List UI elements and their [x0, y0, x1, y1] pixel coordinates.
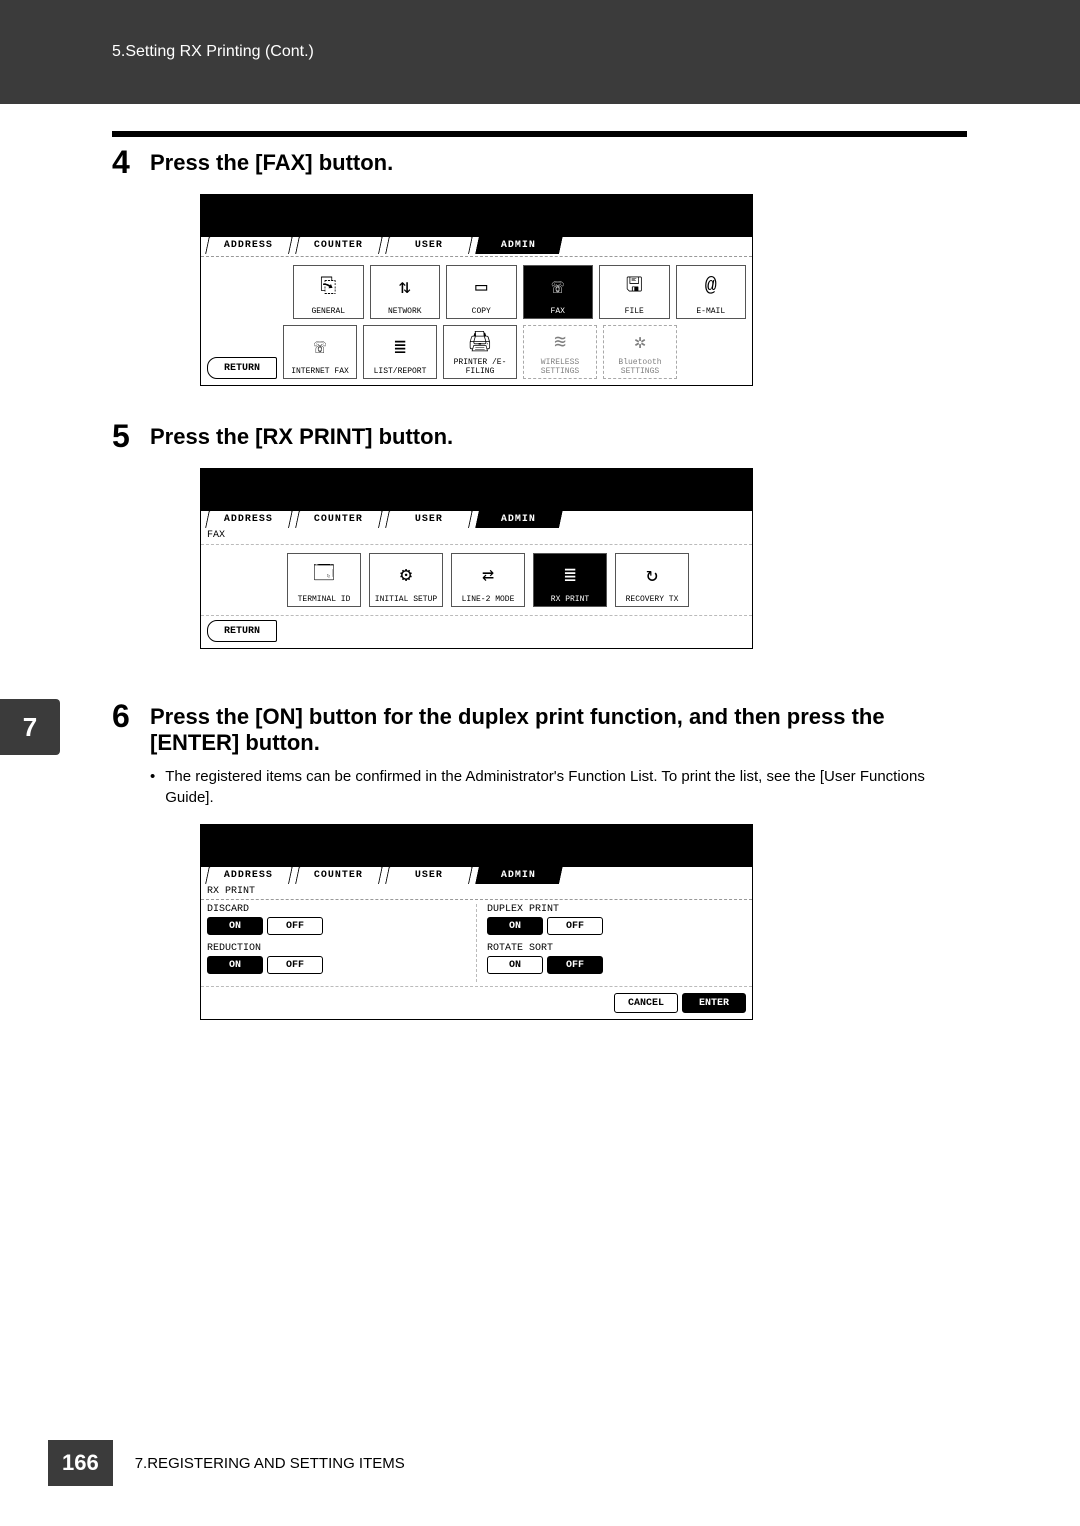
- discard-label: DISCARD: [207, 904, 466, 915]
- recovery-tx-icon: ↻: [646, 554, 658, 595]
- btn-email[interactable]: @E-MAIL: [676, 265, 747, 319]
- btn-bluetooth: ✲Bluetooth SETTINGS: [603, 325, 677, 379]
- step-title: Press the [ON] button for the duplex pri…: [150, 700, 967, 756]
- terminal-id-icon: 🗔: [313, 554, 335, 595]
- duplex-toggle: ON OFF: [487, 917, 746, 935]
- reduction-on[interactable]: ON: [207, 956, 263, 974]
- duplex-off[interactable]: OFF: [547, 917, 603, 935]
- reduction-off[interactable]: OFF: [267, 956, 323, 974]
- tab-counter[interactable]: COUNTER: [295, 236, 383, 254]
- rotate-toggle: ON OFF: [487, 956, 746, 974]
- reduction-toggle: ON OFF: [207, 956, 466, 974]
- rotate-on[interactable]: ON: [487, 956, 543, 974]
- rx-print-icon: ≣: [564, 554, 576, 595]
- tab-counter[interactable]: COUNTER: [295, 510, 383, 528]
- return-button[interactable]: RETURN: [207, 357, 277, 379]
- duplex-label: DUPLEX PRINT: [487, 904, 746, 915]
- wireless-icon: ≋: [554, 326, 566, 358]
- step-4-section: 4 Press the [FAX] button. ADDRESS COUNTE…: [112, 146, 967, 386]
- rxprint-header: RX PRINT: [201, 884, 752, 899]
- tab-admin[interactable]: ADMIN: [475, 236, 563, 254]
- lcd-blackbar: [201, 825, 752, 867]
- btn-file[interactable]: 🖫FILE: [599, 265, 670, 319]
- step-number: 6: [112, 700, 136, 732]
- btn-initial-setup[interactable]: ⚙INITIAL SETUP: [369, 553, 443, 607]
- network-icon: ⇅: [399, 266, 411, 307]
- fax-section-label: FAX: [201, 528, 752, 541]
- page-footer: 166 7.REGISTERING AND SETTING ITEMS: [48, 1440, 405, 1486]
- lcd-blackbar: [201, 195, 752, 237]
- tab-address[interactable]: ADDRESS: [205, 866, 293, 884]
- page-header: 5.Setting RX Printing (Cont.): [0, 0, 1080, 104]
- btn-general[interactable]: ⎘GENERAL: [293, 265, 364, 319]
- enter-button[interactable]: ENTER: [682, 993, 746, 1013]
- tab-counter[interactable]: COUNTER: [295, 866, 383, 884]
- step-number: 4: [112, 146, 136, 178]
- duplex-on[interactable]: ON: [487, 917, 543, 935]
- step-title: Press the [FAX] button.: [150, 146, 393, 176]
- tab-user[interactable]: USER: [385, 236, 473, 254]
- step-6-section: 6 Press the [ON] button for the duplex p…: [112, 700, 967, 1020]
- reduction-label: REDUCTION: [207, 943, 466, 954]
- btn-rx-print[interactable]: ≣RX PRINT: [533, 553, 607, 607]
- line2-icon: ⇄: [482, 554, 494, 595]
- step-title: Press the [RX PRINT] button.: [150, 420, 453, 450]
- lcd-screen-admin: ADDRESS COUNTER USER ADMIN ⎘GENERAL ⇅NET…: [200, 194, 753, 386]
- step-number: 5: [112, 420, 136, 452]
- footer-chapter-title: 7.REGISTERING AND SETTING ITEMS: [135, 1455, 405, 1472]
- btn-copy[interactable]: ▭COPY: [446, 265, 517, 319]
- copy-icon: ▭: [475, 266, 487, 307]
- file-icon: 🖫: [626, 266, 643, 307]
- chapter-tab: 7: [0, 699, 60, 755]
- discard-on[interactable]: ON: [207, 917, 263, 935]
- btn-line2-mode[interactable]: ⇄LINE-2 MODE: [451, 553, 525, 607]
- cancel-button[interactable]: CANCEL: [614, 993, 678, 1013]
- tab-admin[interactable]: ADMIN: [475, 510, 563, 528]
- lcd-blackbar: [201, 469, 752, 511]
- btn-network[interactable]: ⇅NETWORK: [370, 265, 441, 319]
- tab-address[interactable]: ADDRESS: [205, 236, 293, 254]
- page-number: 166: [48, 1440, 113, 1486]
- general-icon: ⎘: [320, 266, 336, 307]
- btn-printer-efiling[interactable]: 🖨PRINTER /E-FILING: [443, 325, 517, 379]
- tab-admin[interactable]: ADMIN: [475, 866, 563, 884]
- initial-setup-icon: ⚙: [400, 554, 412, 595]
- rotate-label: ROTATE SORT: [487, 943, 746, 954]
- tab-user[interactable]: USER: [385, 866, 473, 884]
- fax-icon: ☏: [552, 266, 564, 307]
- step-5-section: 5 Press the [RX PRINT] button. ADDRESS C…: [112, 420, 967, 649]
- tab-user[interactable]: USER: [385, 510, 473, 528]
- section-rule: [112, 131, 967, 137]
- step-note: The registered items can be confirmed in…: [150, 766, 967, 808]
- return-button[interactable]: RETURN: [207, 620, 277, 642]
- printer-icon: 🖨: [467, 326, 492, 358]
- discard-off[interactable]: OFF: [267, 917, 323, 935]
- btn-wireless: ≋WIRELESS SETTINGS: [523, 325, 597, 379]
- list-icon: ≣: [394, 326, 406, 367]
- btn-list-report[interactable]: ≣LIST/REPORT: [363, 325, 437, 379]
- lcd-screen-fax: ADDRESS COUNTER USER ADMIN FAX 🗔TERMINAL…: [200, 468, 753, 649]
- bluetooth-icon: ✲: [634, 326, 646, 358]
- rotate-off[interactable]: OFF: [547, 956, 603, 974]
- btn-recovery-tx[interactable]: ↻RECOVERY TX: [615, 553, 689, 607]
- tab-address[interactable]: ADDRESS: [205, 510, 293, 528]
- btn-fax[interactable]: ☏FAX: [523, 265, 594, 319]
- btn-internet-fax[interactable]: ☏INTERNET FAX: [283, 325, 357, 379]
- email-icon: @: [705, 266, 717, 307]
- ifax-icon: ☏: [314, 326, 326, 367]
- breadcrumb: 5.Setting RX Printing (Cont.): [112, 43, 314, 61]
- btn-terminal-id[interactable]: 🗔TERMINAL ID: [287, 553, 361, 607]
- lcd-screen-rxprint: ADDRESS COUNTER USER ADMIN RX PRINT DISC…: [200, 824, 753, 1020]
- discard-toggle: ON OFF: [207, 917, 466, 935]
